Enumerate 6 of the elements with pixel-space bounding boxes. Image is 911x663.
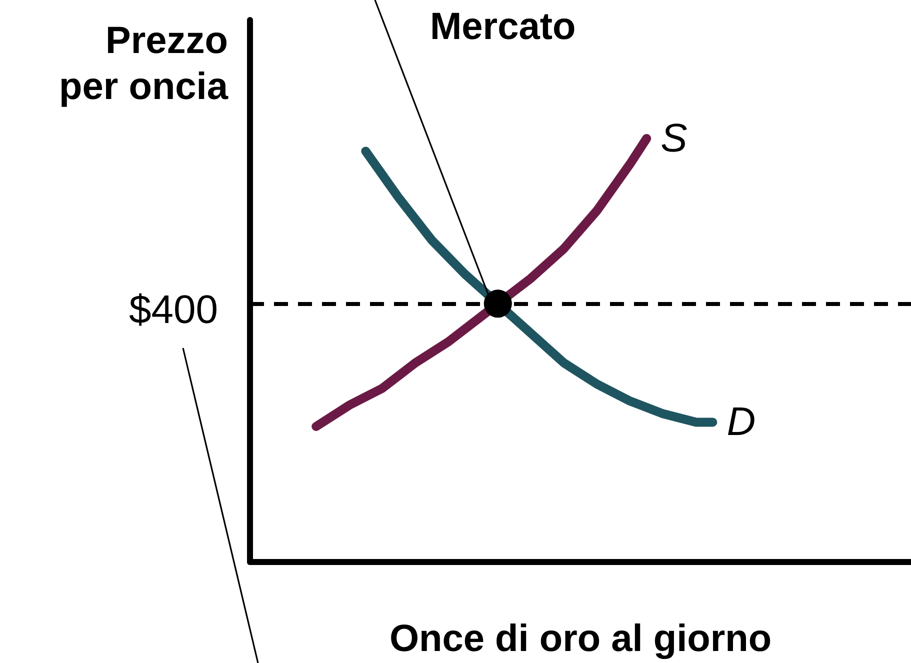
- series-label: S: [660, 116, 688, 160]
- x-axis-title: Once di oro al giorno: [389, 618, 772, 660]
- text: Mercato: [430, 6, 576, 48]
- text: $400: [129, 288, 218, 332]
- series-label: D: [726, 400, 756, 444]
- y-axis-title: Prezzo per oncia: [59, 20, 229, 108]
